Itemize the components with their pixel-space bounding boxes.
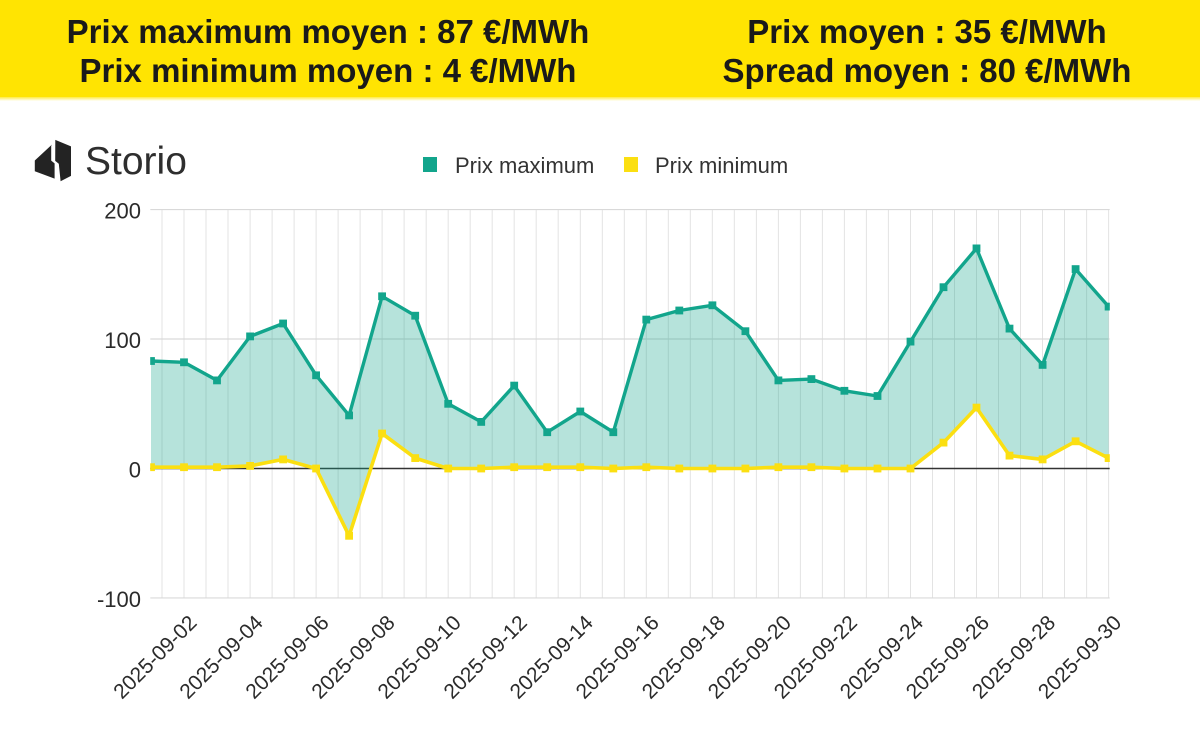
svg-text:200: 200	[104, 199, 141, 224]
svg-text:-100: -100	[97, 587, 141, 612]
svg-text:100: 100	[104, 328, 141, 353]
svg-text:0: 0	[129, 458, 141, 483]
